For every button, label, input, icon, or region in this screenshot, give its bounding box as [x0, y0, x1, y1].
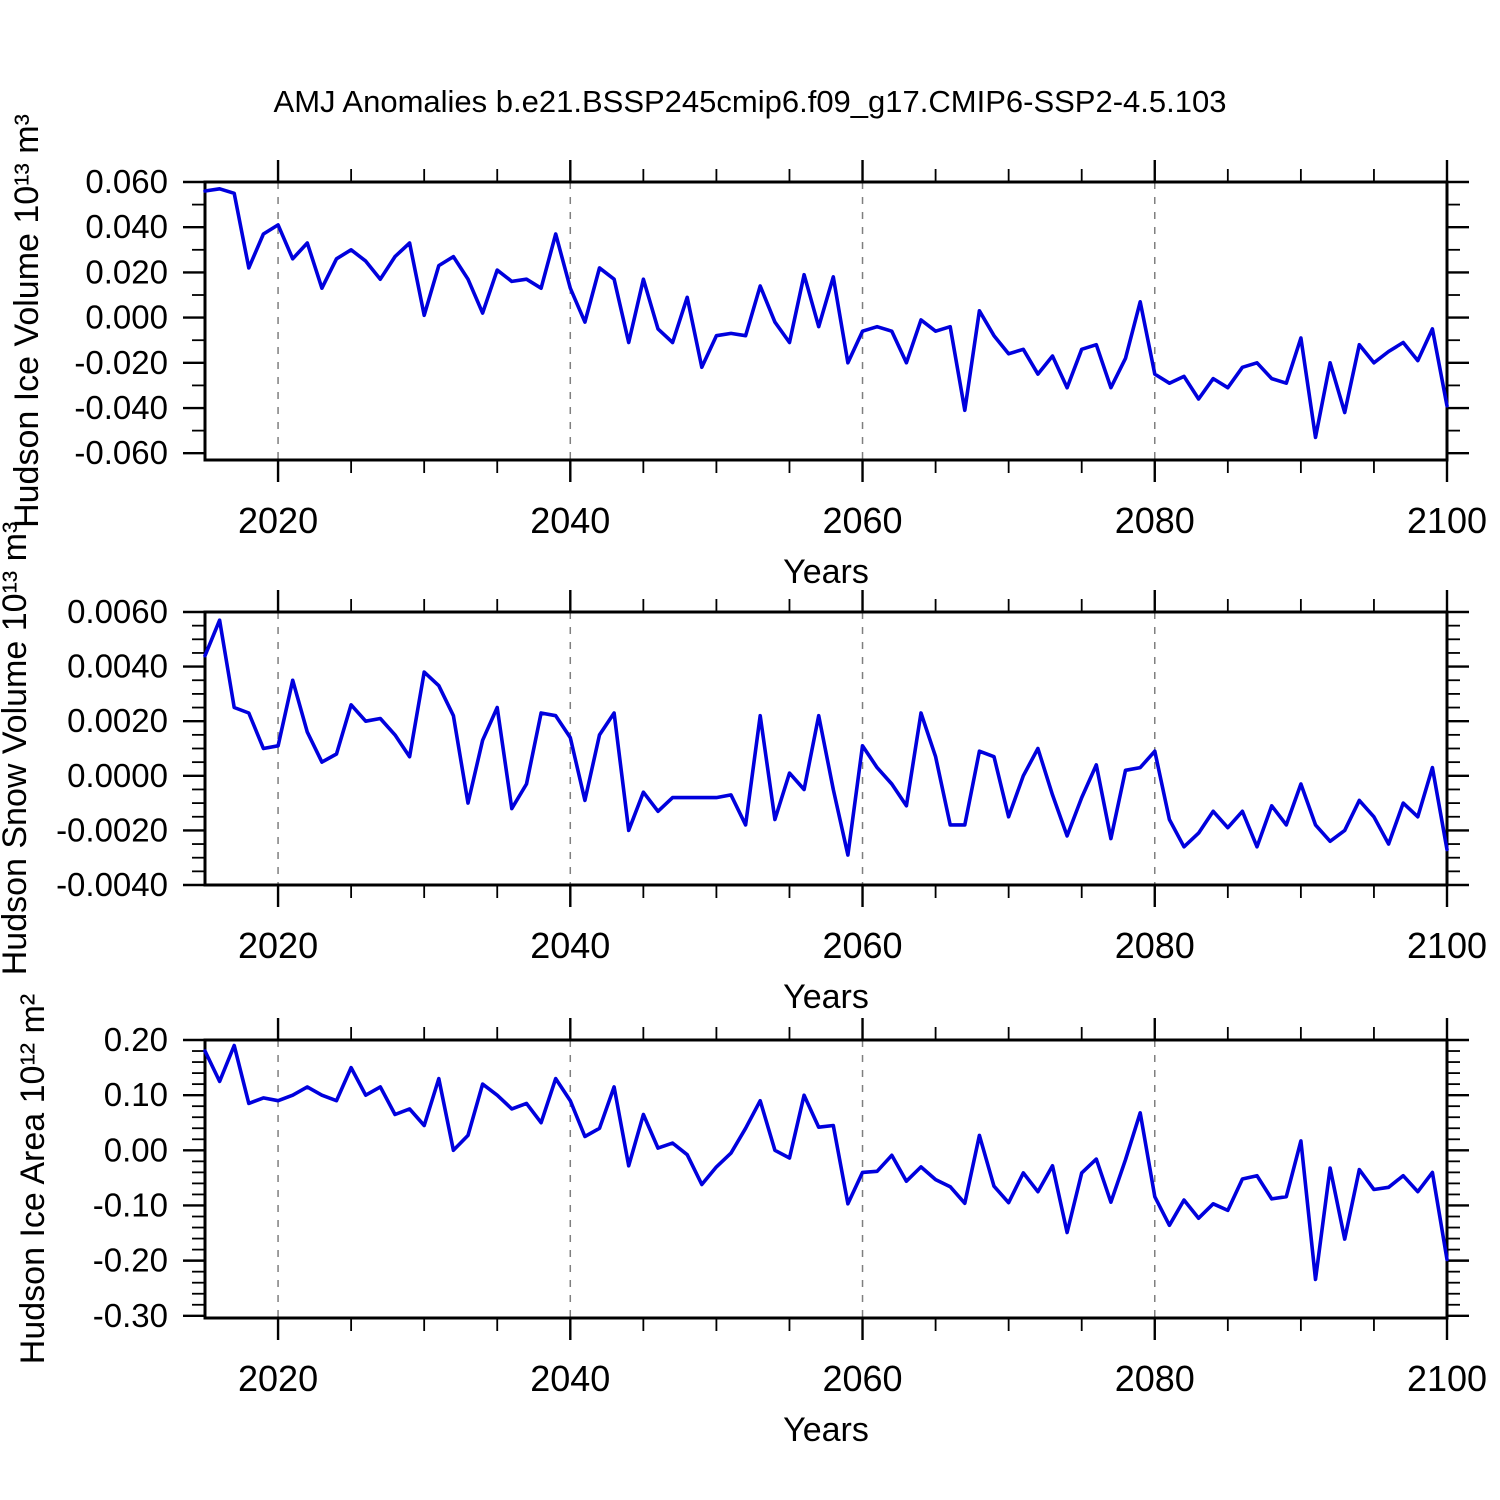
y-tick-label: -0.060 — [74, 434, 168, 471]
x-axis-label: Years — [783, 1411, 869, 1449]
y-tick-label: -0.040 — [74, 389, 168, 426]
y-axis-label: Hudson Ice Area 10¹² m² — [14, 994, 52, 1364]
panel-snow-volume: 2020 2040 2060 2080 2100 0.0060 0.0040 0.0020 0.… — [0, 522, 1487, 1016]
series-line — [203, 618, 1449, 857]
y-tick-label: -0.020 — [74, 344, 168, 381]
y-tick-label: -0.30 — [93, 1297, 168, 1334]
x-tick-label: 2100 — [1407, 1358, 1487, 1399]
x-tick-label: 2040 — [530, 925, 610, 966]
plot-frame — [203, 180, 1449, 462]
panel-ice-area: 2020 2040 2060 2080 2100 0.20 0.10 0.00 -0.10 -0.… — [14, 994, 1487, 1449]
x-tick-label: 2020 — [238, 1358, 318, 1399]
y-tick-label: -0.20 — [93, 1242, 168, 1279]
y-tick-label: 0.0060 — [67, 593, 168, 630]
x-tick-label: 2080 — [1115, 1358, 1195, 1399]
y-tick-label: -0.0020 — [56, 811, 168, 848]
y-axis-label: Hudson Ice Volume 10¹³ m³ — [8, 114, 46, 528]
y-axis-label: Hudson Snow Volume 10¹³ m³ — [0, 522, 34, 976]
y-tick-label: 0.060 — [85, 163, 168, 200]
series-line — [203, 187, 1449, 440]
x-tick-label: 2020 — [238, 500, 318, 541]
x-tick-label: 2100 — [1407, 925, 1487, 966]
x-axis-label: Years — [783, 553, 869, 591]
y-tick-label: 0.020 — [85, 253, 168, 290]
x-tick-label: 2060 — [822, 1358, 902, 1399]
x-tick-label: 2100 — [1407, 500, 1487, 541]
x-tick-label: 2060 — [822, 500, 902, 541]
y-tick-label: -0.10 — [93, 1186, 168, 1223]
y-tick-label: 0.20 — [104, 1021, 168, 1058]
y-tick-label: 0.0040 — [67, 648, 168, 685]
y-tick-label: -0.0040 — [56, 866, 168, 903]
x-tick-label: 2040 — [530, 500, 610, 541]
x-tick-label: 2060 — [822, 925, 902, 966]
y-tick-label: 0.040 — [85, 208, 168, 245]
y-tick-label: 0.0000 — [67, 757, 168, 794]
x-tick-label: 2080 — [1115, 925, 1195, 966]
series-line — [203, 1043, 1449, 1282]
y-tick-label: 0.10 — [104, 1076, 168, 1113]
chart-title: AMJ Anomalies b.e21.BSSP245cmip6.f09_g17… — [273, 84, 1227, 119]
y-tick-label: 0.0020 — [67, 702, 168, 739]
panel-ice-volume: 2020 2040 2060 2080 2100 0.060 0.040 0.020 0.000… — [8, 114, 1487, 591]
x-tick-label: 2020 — [238, 925, 318, 966]
x-tick-label: 2080 — [1115, 500, 1195, 541]
x-axis-label: Years — [783, 978, 869, 1016]
x-tick-label: 2040 — [530, 1358, 610, 1399]
y-tick-label: 0.000 — [85, 299, 168, 336]
y-tick-label: 0.00 — [104, 1131, 168, 1168]
plot-frame — [203, 1038, 1449, 1320]
